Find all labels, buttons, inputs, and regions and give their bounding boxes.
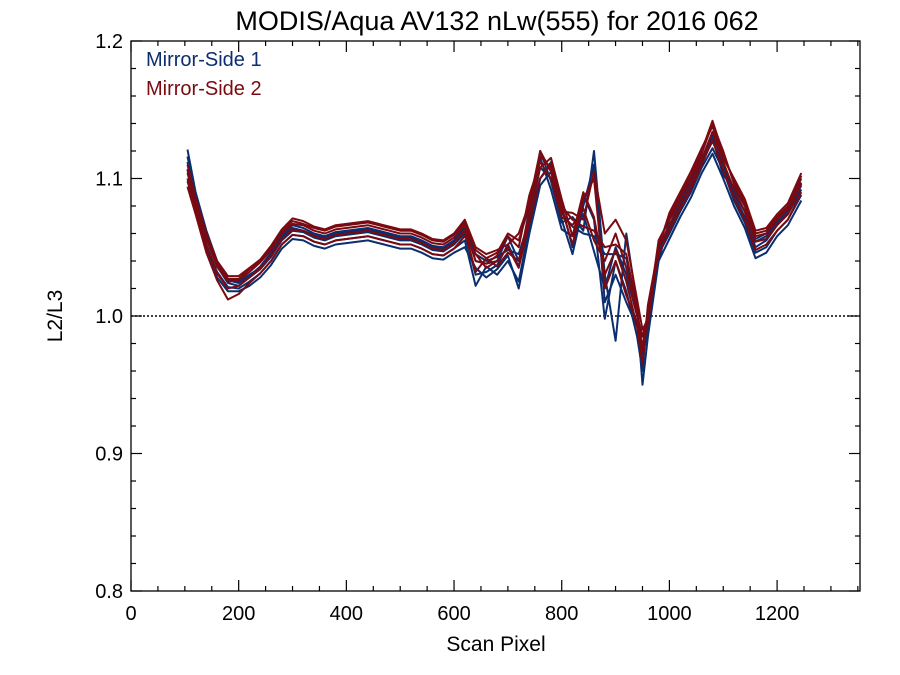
x-axis-label: Scan Pixel	[446, 633, 545, 656]
y-tick-label: 1.1	[95, 169, 123, 191]
x-axis: 0 200 400 600 800 1000 1200	[125, 41, 859, 625]
y-tick-label: 1.2	[95, 31, 123, 53]
legend-entry-mirror-side-2: Mirror-Side 2	[146, 78, 262, 100]
series-line-mirror-side-2-9	[186, 139, 803, 348]
series-line-mirror-side-2-8	[186, 130, 803, 366]
series-line-mirror-side-2-10	[186, 119, 803, 331]
y-tick-label: 0.8	[95, 581, 123, 603]
series-line-mirror-side-1-3	[186, 147, 803, 372]
y-tick-label: 0.9	[95, 444, 123, 466]
plot-area: 0 200 400 600 800 1000 1200 0.8 0.9 1.0 1.1 1.2	[95, 31, 861, 625]
legend: Mirror-Side 1 Mirror-Side 2	[146, 49, 262, 100]
chart-title: MODIS/Aqua AV132 nLw(555) for 2016 062	[235, 6, 758, 36]
y-axis: 0.8 0.9 1.0 1.1 1.2	[95, 31, 860, 603]
x-tick-label: 1200	[755, 603, 800, 625]
series-line-mirror-side-1-5	[186, 133, 803, 359]
y-axis-label: L2/L3	[44, 290, 67, 343]
series-layer	[186, 119, 803, 386]
x-tick-label: 200	[222, 603, 255, 625]
x-tick-label: 600	[437, 603, 470, 625]
x-tick-label: 800	[545, 603, 578, 625]
legend-entry-mirror-side-1: Mirror-Side 1	[146, 49, 262, 71]
x-tick-label: 400	[330, 603, 363, 625]
series-line-mirror-side-2-6	[186, 125, 803, 352]
series-line-mirror-side-1-4	[186, 152, 803, 352]
y-tick-label: 1.0	[95, 306, 123, 328]
series-line-mirror-side-2-7	[186, 122, 803, 338]
x-tick-label: 1000	[647, 603, 692, 625]
x-tick-label: 0	[125, 603, 136, 625]
